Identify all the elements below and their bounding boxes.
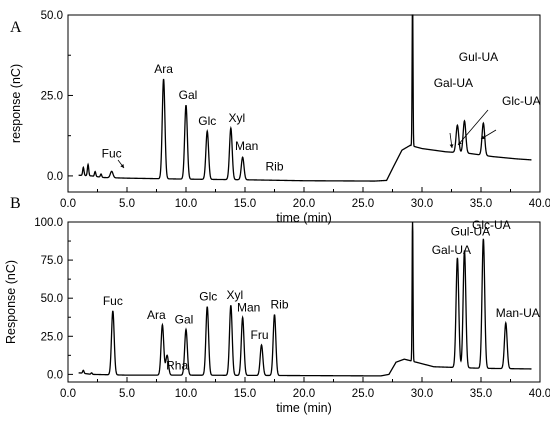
peak-label-glc: Glc — [198, 114, 216, 128]
y-tick-label: 50.0 — [41, 10, 63, 22]
peak-label-man-ua: Man-UA — [496, 306, 540, 320]
y-axis-title: Response (nC) — [4, 260, 18, 344]
x-axis-title: time (min) — [276, 211, 332, 225]
peak-label-rha: Rha — [166, 358, 188, 372]
peak-label-fuc: Fuc — [102, 146, 122, 160]
x-tick-label: 0.0 — [60, 388, 76, 400]
peak-label-gal: Gal — [175, 312, 194, 326]
chromatogram-trace — [78, 14, 532, 182]
peak-label-rib: Rib — [265, 159, 283, 173]
x-tick-label: 25.0 — [352, 388, 374, 400]
x-tick-label: 15.0 — [234, 388, 256, 400]
annotation-arrow-head — [481, 135, 485, 139]
peak-label-gal-ua: Gal-UA — [434, 76, 473, 90]
y-tick-label: 0.0 — [47, 369, 63, 381]
annotation-arrow-line — [457, 109, 489, 146]
chart-panel-b: 0.0 5.0 10.0 15.0 20.0 25.0 30.0 35.0 40.0 0.0 25.… — [4, 195, 550, 415]
annotation-arrow-head — [449, 144, 454, 148]
x-tick-label: 5.0 — [119, 198, 135, 210]
x-tick-label: 10.0 — [175, 388, 197, 400]
peak-label-xyl: Xyl — [229, 111, 246, 125]
x-tick-label: 20.0 — [293, 388, 315, 400]
x-tick-label: 35.0 — [470, 198, 492, 210]
y-tick-label: 100.0 — [34, 217, 63, 229]
peak-label-xyl: Xyl — [227, 288, 244, 302]
annotation-arrow-head — [120, 164, 124, 168]
y-tick-label: 75.0 — [41, 255, 63, 267]
peak-label-fuc: Fuc — [103, 294, 123, 308]
peak-label-gal: Gal — [179, 88, 198, 102]
panel-letter: A — [10, 19, 22, 36]
y-tick-label: 0.0 — [47, 171, 63, 183]
peak-label-man: Man — [235, 139, 258, 153]
peak-label-rib: Rib — [270, 298, 288, 312]
x-tick-label: 35.0 — [470, 388, 492, 400]
peak-label-glc-ua: Glc-UA — [502, 94, 541, 108]
x-tick-label: 15.0 — [234, 198, 256, 210]
x-tick-label: 30.0 — [411, 388, 433, 400]
x-tick-label: 40.0 — [529, 388, 550, 400]
peak-label-gal-ua: Gal-UA — [432, 243, 471, 257]
annotation-arrow-head — [458, 141, 462, 145]
peak-label-glc-ua: Glc-UA — [472, 218, 511, 232]
panel-letter: B — [10, 195, 21, 212]
peak-label-man: Man — [237, 300, 260, 314]
x-tick-label: 0.0 — [60, 198, 76, 210]
chart-panel-a: 0.0 5.0 10.0 15.0 20.0 25.0 30.0 35.0 40.0 0.0 25.… — [9, 10, 550, 225]
x-tick-label: 30.0 — [411, 198, 433, 210]
y-tick-label: 25.0 — [41, 331, 63, 343]
peak-label-ara: Ara — [154, 62, 173, 76]
peak-label-glc: Glc — [199, 290, 217, 304]
x-tick-label: 10.0 — [175, 198, 197, 210]
peak-label-fru: Fru — [251, 328, 269, 342]
plot-frame — [67, 14, 541, 193]
y-tick-label: 25.0 — [41, 90, 63, 102]
x-tick-label: 20.0 — [293, 198, 315, 210]
x-tick-label: 40.0 — [529, 198, 550, 210]
peak-label-ara: Ara — [147, 308, 166, 322]
peak-label-gul-ua: Gul-UA — [459, 50, 498, 64]
peak-label-gul-ua: Gul-UA — [451, 224, 490, 238]
x-tick-label: 5.0 — [119, 388, 135, 400]
y-axis-title: response (nC) — [9, 64, 23, 143]
chromatogram-trace — [78, 221, 532, 377]
x-tick-label: 25.0 — [352, 198, 374, 210]
y-tick-label: 50.0 — [41, 293, 63, 305]
x-axis-title: time (min) — [276, 401, 332, 415]
